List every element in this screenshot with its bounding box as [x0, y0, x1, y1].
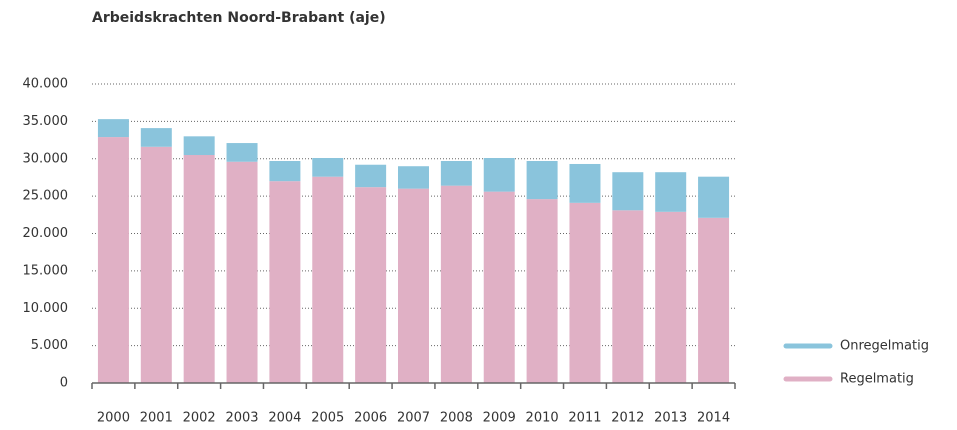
- bar-segment: [655, 172, 687, 212]
- x-tick-label: 2000: [97, 411, 130, 426]
- legend-label: Onregelmatig: [840, 339, 929, 354]
- bar-segment: [226, 143, 258, 162]
- x-tick-label: 2008: [440, 411, 473, 426]
- y-tick-label: 35.000: [23, 114, 69, 129]
- bar-segment: [355, 187, 387, 383]
- x-tick-label: 2001: [140, 411, 173, 426]
- bar-segment: [355, 164, 387, 188]
- bar-segment: [440, 185, 472, 383]
- bar-segment: [269, 181, 301, 383]
- bar-segment: [398, 166, 429, 189]
- bar-segment: [569, 202, 601, 383]
- bar-segment: [483, 158, 515, 192]
- bar-segment: [698, 217, 730, 383]
- x-tick-label: 2011: [568, 411, 601, 426]
- y-tick-label: 10.000: [23, 301, 69, 316]
- bar-segment: [312, 176, 344, 383]
- x-tick-label: 2009: [483, 411, 516, 426]
- y-tick-label: 0: [60, 376, 68, 391]
- bar-segment: [97, 119, 129, 138]
- bar-segment: [226, 161, 258, 383]
- bar-segment: [612, 210, 644, 383]
- x-tick-label: 2014: [697, 411, 730, 426]
- bar-segment: [140, 128, 172, 147]
- bar-segment: [440, 160, 472, 186]
- x-tick-label: 2004: [268, 411, 301, 426]
- y-tick-label: 40.000: [23, 77, 69, 92]
- x-tick-label: 2005: [311, 411, 344, 426]
- bar-segment: [269, 160, 301, 182]
- y-tick-label: 15.000: [23, 263, 69, 278]
- bar-segment: [655, 211, 687, 383]
- x-tick-label: 2007: [397, 411, 430, 426]
- y-tick-label: 5.000: [31, 338, 68, 353]
- x-tick-label: 2010: [526, 411, 559, 426]
- bar-segment: [526, 199, 558, 383]
- y-tick-label: 30.000: [23, 151, 69, 166]
- bar-segment: [398, 188, 429, 383]
- x-tick-label: 2012: [611, 411, 644, 426]
- bar-segment: [569, 163, 601, 203]
- bar-segment: [183, 136, 215, 156]
- chart-title: Arbeidskrachten Noord-Brabant (aje): [92, 10, 386, 26]
- bar-segment: [612, 172, 644, 211]
- y-tick-label: 20.000: [23, 226, 69, 241]
- bar-segment: [140, 146, 172, 383]
- x-tick-label: 2006: [354, 411, 387, 426]
- bar-segment: [183, 155, 215, 383]
- x-tick-label: 2013: [654, 411, 687, 426]
- bar-segment: [526, 160, 558, 200]
- legend-label: Regelmatig: [840, 372, 914, 387]
- x-tick-label: 2002: [183, 411, 216, 426]
- bar-segment: [698, 176, 730, 218]
- bar-segment: [483, 191, 515, 383]
- y-tick-label: 25.000: [23, 189, 69, 204]
- bar-segment: [97, 137, 129, 383]
- bar-segment: [312, 158, 344, 177]
- x-tick-label: 2003: [225, 411, 258, 426]
